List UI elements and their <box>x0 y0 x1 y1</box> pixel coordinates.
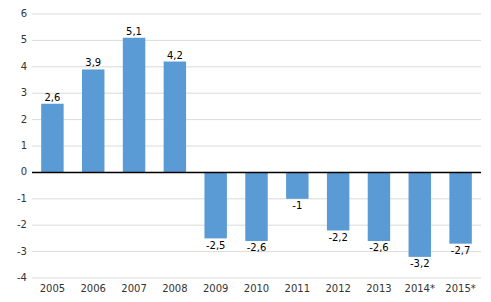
bar <box>82 69 104 172</box>
bar <box>327 172 349 230</box>
x-tick-label: 2008 <box>162 283 187 294</box>
y-tick-label: 0 <box>21 166 27 177</box>
bar <box>164 62 186 173</box>
grid-line <box>32 40 481 41</box>
x-tick-label: 2013 <box>366 283 391 294</box>
y-tick-label: 6 <box>21 8 27 19</box>
bar <box>123 38 145 173</box>
bars <box>41 38 472 257</box>
data-label: 5,1 <box>126 26 142 37</box>
bar <box>204 172 226 238</box>
y-tick-label: 2 <box>21 114 27 125</box>
y-tick-label: 5 <box>21 34 27 45</box>
x-tick-label: 2015* <box>445 283 475 294</box>
x-tick-label: 2010 <box>244 283 269 294</box>
y-axis: -4 -3 -2 -1 0 1 2 3 4 5 6 <box>17 8 27 283</box>
x-tick-label: 2009 <box>203 283 228 294</box>
data-label: 3,9 <box>85 57 101 68</box>
data-label: -2,5 <box>206 240 226 251</box>
x-axis: 2005 2006 2007 2008 2009 2010 2011 2012 2013 2014… <box>40 283 476 294</box>
data-label: 4,2 <box>167 50 183 61</box>
grid-line <box>32 172 481 173</box>
x-tick-label: 2014* <box>405 283 435 294</box>
y-tick-label: 1 <box>21 140 27 151</box>
data-labels: 2,6 3,9 5,1 4,2 -2,5 -2,6 -1 -2,2 -2,6 -3,2 -2,7 <box>44 26 470 269</box>
y-tick-label: -3 <box>17 246 27 257</box>
data-label: -2,2 <box>328 232 348 243</box>
x-tick-label: 2007 <box>121 283 146 294</box>
zero-line <box>32 172 481 174</box>
bar <box>449 172 471 243</box>
bar <box>409 172 431 256</box>
bar <box>245 172 267 241</box>
bar <box>41 104 63 173</box>
data-label: -2,7 <box>451 245 471 256</box>
bar <box>368 172 390 241</box>
x-tick-label: 2006 <box>81 283 106 294</box>
chart-container: -4 -3 -2 -1 0 1 2 3 4 5 6 2,6 3,9 5,1 4,2 -2,5 -2,6 -1 -2,… <box>0 0 491 302</box>
data-label: -2,6 <box>247 242 267 253</box>
data-label: -2,6 <box>369 242 389 253</box>
y-tick-label: -2 <box>17 219 27 230</box>
y-tick-label: 3 <box>21 87 27 98</box>
data-label: 2,6 <box>44 92 60 103</box>
y-tick-label: -1 <box>17 193 27 204</box>
x-tick-label: 2005 <box>40 283 65 294</box>
x-tick-label: 2012 <box>325 283 350 294</box>
data-label: -3,2 <box>410 258 430 269</box>
y-tick-label: 4 <box>21 61 27 72</box>
grid-line <box>32 278 481 279</box>
grid <box>32 14 481 278</box>
x-tick-label: 2011 <box>285 283 310 294</box>
data-label: -1 <box>292 200 302 211</box>
grid-line <box>32 14 481 15</box>
chart-svg: -4 -3 -2 -1 0 1 2 3 4 5 6 2,6 3,9 5,1 4,2 -2,5 -2,6 -1 -2,… <box>0 0 491 302</box>
bar <box>286 172 308 198</box>
y-tick-label: -4 <box>17 272 27 283</box>
